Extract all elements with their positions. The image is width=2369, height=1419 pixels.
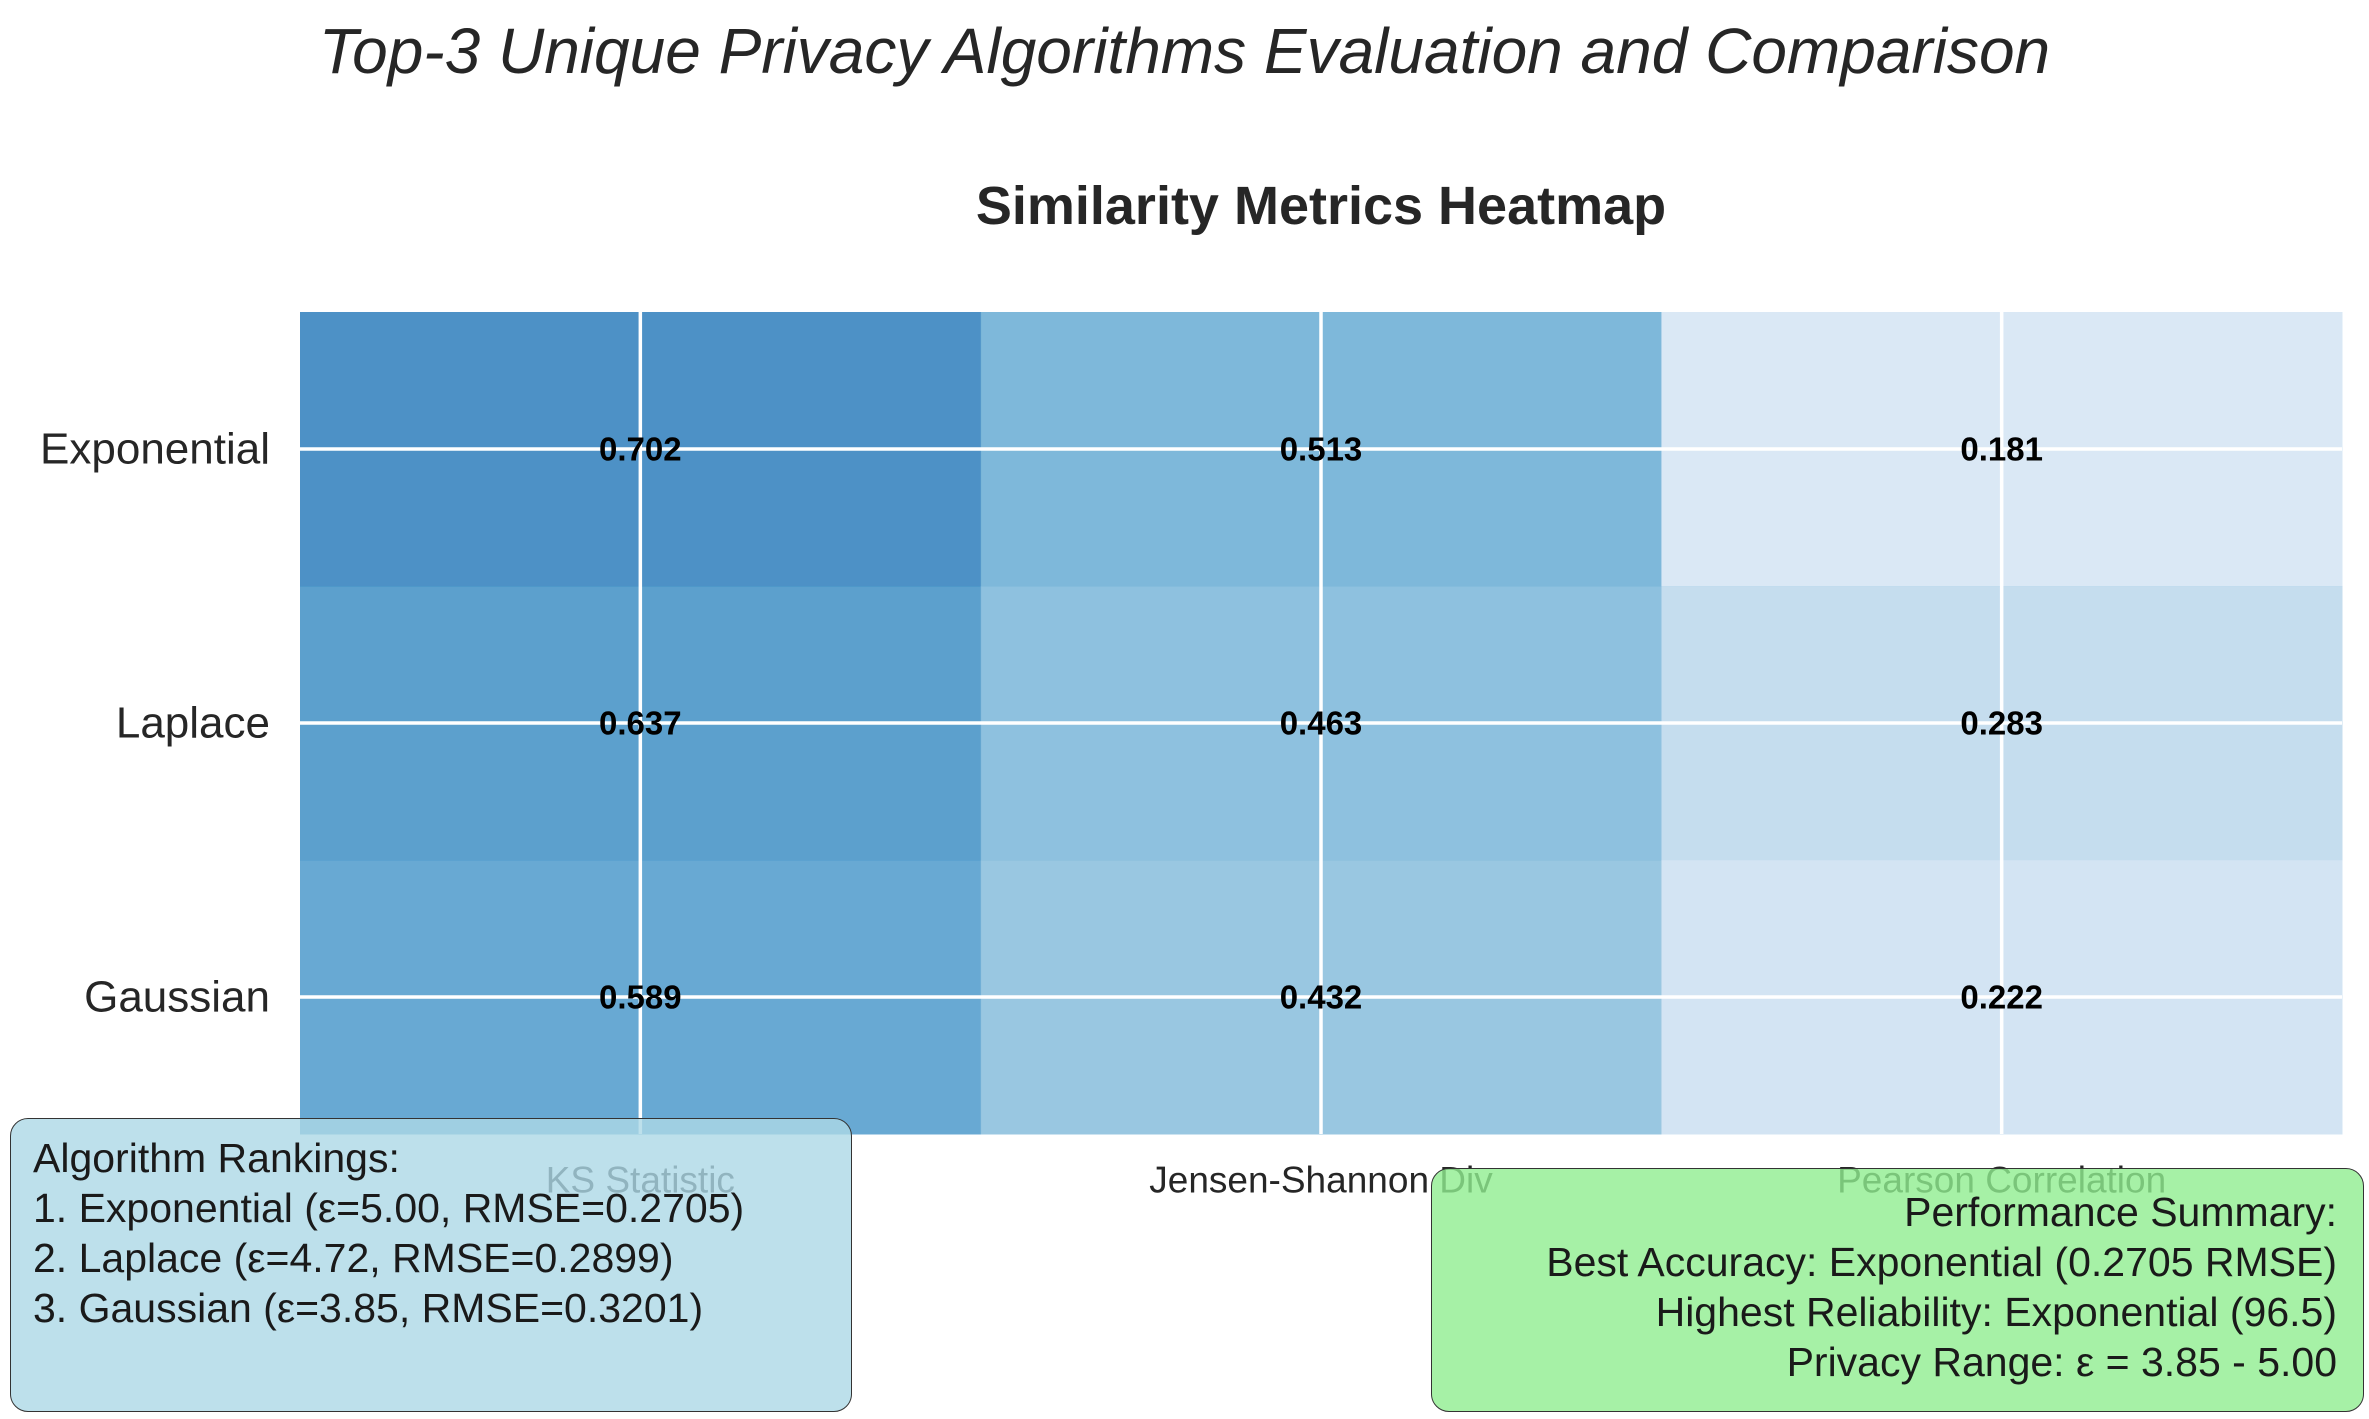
cell-value-label: 0.513 [1280,431,1363,468]
cell-value-label: 0.181 [1960,431,2043,468]
cell-value-label: 0.432 [1280,979,1363,1016]
y-tick-label: Gaussian [84,973,270,1022]
figure-suptitle: Top-3 Unique Privacy Algorithms Evaluati… [318,15,2051,87]
ranking-item-1: 1. Exponential (ε=5.00, RMSE=0.2705) [33,1185,745,1231]
ranking-item-2: 2. Laplace (ε=4.72, RMSE=0.2899) [33,1235,674,1281]
cell-value-label: 0.589 [599,979,682,1016]
cell-value-label: 0.222 [1960,979,2043,1016]
performance-summary-box: Performance Summary: Best Accuracy: Expo… [1431,1168,2364,1412]
cell-value-label: 0.637 [599,705,682,742]
summary-line-1: Best Accuracy: Exponential (0.2705 RMSE) [1546,1239,2337,1285]
summary-title: Performance Summary: [1904,1189,2337,1235]
summary-line-2: Highest Reliability: Exponential (96.5) [1655,1289,2337,1335]
ranking-item-3: 3. Gaussian (ε=3.85, RMSE=0.3201) [33,1285,704,1331]
rankings-title: Algorithm Rankings: [33,1135,400,1181]
cell-value-label: 0.702 [599,431,682,468]
cell-value-label: 0.283 [1960,705,2043,742]
y-tick-label: Exponential [40,425,270,474]
y-tick-label: Laplace [116,699,270,748]
cell-value-label: 0.463 [1280,705,1363,742]
summary-line-3: Privacy Range: ε = 3.85 - 5.00 [1786,1339,2337,1385]
rankings-box: Algorithm Rankings: 1. Exponential (ε=5.… [10,1118,852,1412]
heatmap-title: Similarity Metrics Heatmap [975,176,1667,236]
